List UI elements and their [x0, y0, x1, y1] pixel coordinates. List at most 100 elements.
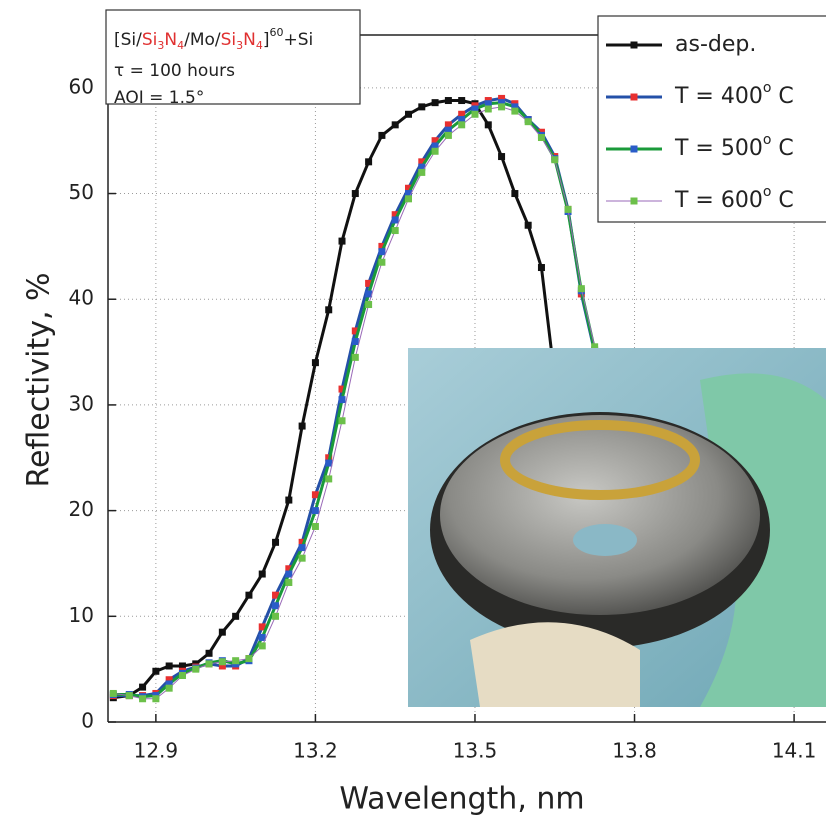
data-point	[165, 662, 173, 670]
annotation-segment: 4	[256, 39, 263, 52]
data-point	[152, 667, 160, 675]
data-point	[351, 190, 359, 198]
data-point	[404, 190, 412, 198]
y-tick-label: 10	[69, 603, 94, 627]
data-point	[311, 507, 319, 515]
data-point	[218, 662, 226, 670]
data-point	[498, 99, 506, 107]
data-point	[365, 301, 373, 309]
data-point	[498, 103, 506, 111]
data-point	[285, 565, 293, 573]
data-point	[444, 126, 452, 134]
data-point	[537, 264, 545, 272]
data-point	[258, 623, 266, 631]
data-point	[165, 684, 173, 692]
data-point	[444, 121, 452, 129]
data-point	[365, 290, 373, 298]
annotation-segment: 3	[236, 39, 243, 52]
data-point	[431, 137, 439, 145]
legend-marker	[630, 93, 638, 101]
data-point	[351, 338, 359, 346]
data-point	[418, 163, 426, 171]
data-point	[444, 97, 452, 105]
legend-suffix: C	[771, 136, 793, 161]
y-tick-label: 50	[69, 180, 94, 204]
annotation-segment: /Mo/	[184, 30, 221, 50]
data-point	[152, 695, 160, 703]
data-point	[272, 602, 280, 610]
x-tick-label: 13.2	[293, 739, 338, 763]
data-point	[431, 142, 439, 150]
legend-sup: o	[763, 184, 772, 200]
data-point	[325, 459, 333, 467]
data-point	[338, 385, 346, 393]
data-point	[205, 649, 213, 657]
data-point	[551, 156, 559, 164]
data-point	[484, 100, 492, 108]
data-point	[498, 94, 506, 102]
legend-label: T = 400o C	[674, 80, 794, 109]
data-point	[458, 121, 466, 129]
data-point	[458, 110, 466, 118]
data-point	[311, 522, 319, 530]
y-tick-label: 60	[69, 74, 94, 98]
data-point	[418, 103, 426, 111]
data-point	[258, 633, 266, 641]
data-point	[178, 671, 186, 679]
data-point	[139, 683, 147, 691]
data-point	[139, 695, 147, 703]
data-point	[418, 158, 426, 166]
legend-sup: o	[763, 132, 772, 148]
data-point	[524, 221, 532, 229]
data-point	[524, 118, 532, 126]
data-point	[272, 538, 280, 546]
data-point	[471, 105, 479, 113]
data-point	[232, 612, 240, 620]
data-point	[404, 195, 412, 203]
data-point	[391, 227, 399, 235]
data-point	[511, 107, 519, 115]
data-point	[165, 676, 173, 684]
mirror-hole	[573, 524, 637, 556]
data-point	[178, 662, 186, 670]
data-point	[484, 121, 492, 129]
legend: as-dep.T = 400o CT = 500o CT = 600o C	[597, 15, 826, 223]
x-tick-label: 12.9	[134, 739, 179, 763]
annotation-segment: +Si	[284, 30, 314, 50]
y-tick-label: 40	[69, 286, 94, 310]
data-point	[351, 353, 359, 361]
data-point	[232, 657, 240, 665]
data-point	[591, 343, 599, 351]
annotation-frame	[105, 9, 361, 105]
y-tick-label: 30	[69, 391, 94, 415]
data-point	[484, 105, 492, 113]
data-point	[458, 97, 466, 105]
x-tick-label: 13.5	[453, 739, 498, 763]
mirror	[440, 415, 760, 615]
inset-photo	[408, 348, 826, 707]
data-point	[298, 544, 306, 552]
data-point	[109, 689, 117, 697]
data-point	[511, 190, 519, 198]
data-point	[404, 184, 412, 192]
mirror-ring	[500, 420, 700, 500]
data-point	[192, 665, 200, 673]
annotation-line: τ = 100 hours	[114, 61, 235, 81]
data-point	[537, 134, 545, 142]
legend-sup: o	[763, 80, 772, 96]
legend-name: T = 600	[674, 188, 763, 213]
data-point	[391, 216, 399, 224]
data-point	[378, 242, 386, 250]
data-point	[431, 147, 439, 155]
data-point	[325, 475, 333, 483]
data-point	[272, 591, 280, 599]
annotation-title: [Si/Si3N4/Mo/Si3N4]60+Si	[114, 26, 313, 52]
data-point	[378, 248, 386, 256]
legend-frame	[597, 15, 826, 223]
data-point	[298, 422, 306, 430]
data-point	[218, 628, 226, 636]
data-point	[338, 396, 346, 404]
legend-marker	[630, 145, 638, 153]
data-point	[298, 538, 306, 546]
y-tick-label: 20	[69, 497, 94, 521]
